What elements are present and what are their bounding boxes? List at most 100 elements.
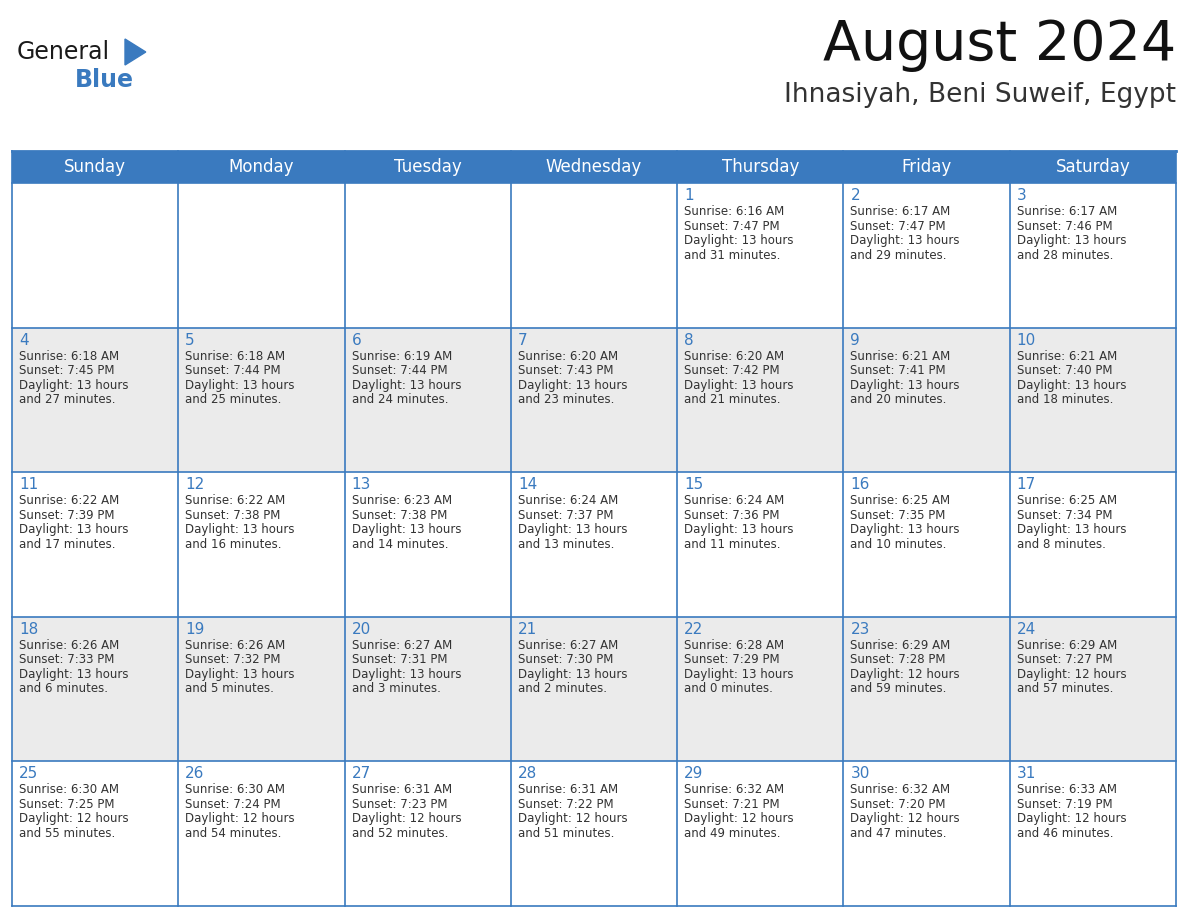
Text: Sunset: 7:21 PM: Sunset: 7:21 PM: [684, 798, 779, 811]
Bar: [677, 473, 843, 617]
Text: 17: 17: [1017, 477, 1036, 492]
Text: and 52 minutes.: and 52 minutes.: [352, 827, 448, 840]
Text: Daylight: 12 hours: Daylight: 12 hours: [185, 812, 295, 825]
Text: Sunrise: 6:30 AM: Sunrise: 6:30 AM: [185, 783, 285, 797]
Text: Sunrise: 6:33 AM: Sunrise: 6:33 AM: [1017, 783, 1117, 797]
Text: Sunset: 7:47 PM: Sunset: 7:47 PM: [851, 220, 946, 233]
Text: August 2024: August 2024: [823, 18, 1176, 72]
Text: Sunrise: 6:18 AM: Sunrise: 6:18 AM: [185, 350, 285, 363]
Bar: [178, 184, 345, 328]
Bar: [511, 184, 677, 328]
Text: Sunrise: 6:31 AM: Sunrise: 6:31 AM: [518, 783, 618, 797]
Text: 7: 7: [518, 333, 527, 348]
Text: Sunset: 7:44 PM: Sunset: 7:44 PM: [352, 364, 447, 377]
Text: and 24 minutes.: and 24 minutes.: [352, 394, 448, 407]
Bar: [12, 617, 178, 762]
Text: 12: 12: [185, 477, 204, 492]
Bar: [1010, 328, 1176, 473]
Text: Sunset: 7:42 PM: Sunset: 7:42 PM: [684, 364, 779, 377]
Text: 16: 16: [851, 477, 870, 492]
Text: Sunrise: 6:22 AM: Sunrise: 6:22 AM: [19, 495, 119, 508]
Bar: [511, 473, 677, 617]
Text: 3: 3: [1017, 188, 1026, 204]
Text: Sunset: 7:20 PM: Sunset: 7:20 PM: [851, 798, 946, 811]
Text: Sunset: 7:35 PM: Sunset: 7:35 PM: [851, 509, 946, 522]
Bar: [1010, 473, 1176, 617]
Text: Daylight: 13 hours: Daylight: 13 hours: [185, 523, 295, 536]
Text: Sunrise: 6:26 AM: Sunrise: 6:26 AM: [19, 639, 119, 652]
Text: 19: 19: [185, 622, 204, 637]
Text: Daylight: 13 hours: Daylight: 13 hours: [518, 379, 627, 392]
Text: Sunset: 7:24 PM: Sunset: 7:24 PM: [185, 798, 280, 811]
Text: and 29 minutes.: and 29 minutes.: [851, 249, 947, 262]
Text: Sunset: 7:38 PM: Sunset: 7:38 PM: [352, 509, 447, 522]
Text: 6: 6: [352, 333, 361, 348]
Text: 8: 8: [684, 333, 694, 348]
Text: Sunrise: 6:19 AM: Sunrise: 6:19 AM: [352, 350, 451, 363]
Text: Sunset: 7:39 PM: Sunset: 7:39 PM: [19, 509, 114, 522]
Bar: [178, 617, 345, 762]
Text: Daylight: 13 hours: Daylight: 13 hours: [185, 668, 295, 681]
Text: 2: 2: [851, 188, 860, 204]
Text: and 31 minutes.: and 31 minutes.: [684, 249, 781, 262]
Text: and 11 minutes.: and 11 minutes.: [684, 538, 781, 551]
Text: Daylight: 13 hours: Daylight: 13 hours: [684, 234, 794, 248]
Text: and 51 minutes.: and 51 minutes.: [518, 827, 614, 840]
Text: and 16 minutes.: and 16 minutes.: [185, 538, 282, 551]
Text: and 23 minutes.: and 23 minutes.: [518, 394, 614, 407]
Text: Daylight: 13 hours: Daylight: 13 hours: [1017, 523, 1126, 536]
Text: 9: 9: [851, 333, 860, 348]
Text: Sunrise: 6:32 AM: Sunrise: 6:32 AM: [851, 783, 950, 797]
Text: Daylight: 13 hours: Daylight: 13 hours: [352, 379, 461, 392]
Text: Sunset: 7:40 PM: Sunset: 7:40 PM: [1017, 364, 1112, 377]
Bar: [12, 328, 178, 473]
Bar: [12, 184, 178, 328]
Text: Sunrise: 6:26 AM: Sunrise: 6:26 AM: [185, 639, 285, 652]
Bar: [12, 473, 178, 617]
Text: Sunrise: 6:32 AM: Sunrise: 6:32 AM: [684, 783, 784, 797]
Text: 30: 30: [851, 767, 870, 781]
Text: Sunrise: 6:17 AM: Sunrise: 6:17 AM: [1017, 206, 1117, 218]
Text: Wednesday: Wednesday: [545, 159, 643, 176]
Polygon shape: [125, 39, 146, 65]
Text: Sunrise: 6:21 AM: Sunrise: 6:21 AM: [851, 350, 950, 363]
Text: and 25 minutes.: and 25 minutes.: [185, 394, 282, 407]
Text: Sunrise: 6:29 AM: Sunrise: 6:29 AM: [851, 639, 950, 652]
Text: Sunrise: 6:18 AM: Sunrise: 6:18 AM: [19, 350, 119, 363]
Text: 29: 29: [684, 767, 703, 781]
Bar: [511, 328, 677, 473]
Text: and 8 minutes.: and 8 minutes.: [1017, 538, 1106, 551]
Bar: [178, 762, 345, 906]
Text: Sunrise: 6:27 AM: Sunrise: 6:27 AM: [352, 639, 451, 652]
Bar: [843, 617, 1010, 762]
Text: Thursday: Thursday: [721, 159, 800, 176]
Text: Daylight: 13 hours: Daylight: 13 hours: [1017, 234, 1126, 248]
Text: and 57 minutes.: and 57 minutes.: [1017, 682, 1113, 696]
Bar: [345, 473, 511, 617]
Bar: [843, 473, 1010, 617]
Text: Daylight: 12 hours: Daylight: 12 hours: [851, 812, 960, 825]
Text: Tuesday: Tuesday: [394, 159, 462, 176]
Text: Sunset: 7:43 PM: Sunset: 7:43 PM: [518, 364, 613, 377]
Text: Blue: Blue: [75, 68, 134, 92]
Text: Sunrise: 6:24 AM: Sunrise: 6:24 AM: [518, 495, 618, 508]
Bar: [1010, 617, 1176, 762]
Text: and 17 minutes.: and 17 minutes.: [19, 538, 115, 551]
Text: Daylight: 13 hours: Daylight: 13 hours: [518, 668, 627, 681]
Bar: [12, 151, 1176, 184]
Bar: [345, 617, 511, 762]
Text: and 5 minutes.: and 5 minutes.: [185, 682, 274, 696]
Text: Sunrise: 6:16 AM: Sunrise: 6:16 AM: [684, 206, 784, 218]
Text: and 0 minutes.: and 0 minutes.: [684, 682, 773, 696]
Text: Daylight: 12 hours: Daylight: 12 hours: [19, 812, 128, 825]
Text: and 54 minutes.: and 54 minutes.: [185, 827, 282, 840]
Text: Daylight: 12 hours: Daylight: 12 hours: [352, 812, 461, 825]
Text: 10: 10: [1017, 333, 1036, 348]
Text: Daylight: 12 hours: Daylight: 12 hours: [518, 812, 627, 825]
Text: Sunset: 7:36 PM: Sunset: 7:36 PM: [684, 509, 779, 522]
Bar: [843, 328, 1010, 473]
Text: and 59 minutes.: and 59 minutes.: [851, 682, 947, 696]
Text: 26: 26: [185, 767, 204, 781]
Text: and 27 minutes.: and 27 minutes.: [19, 394, 115, 407]
Text: and 14 minutes.: and 14 minutes.: [352, 538, 448, 551]
